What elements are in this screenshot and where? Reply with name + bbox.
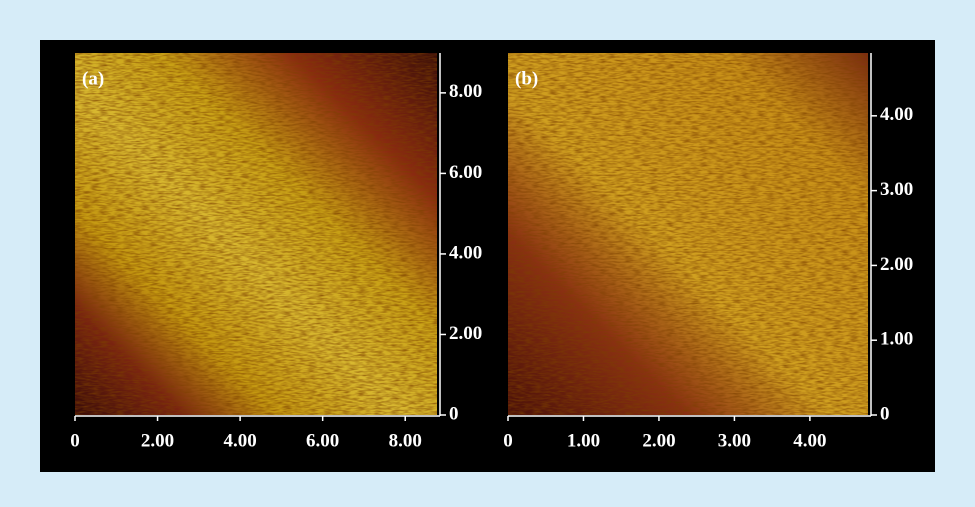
y-tick-label: 3.00 [880,179,913,200]
y-tick-label: 2.00 [449,323,482,344]
y-tick-label: 8.00 [449,81,482,102]
scan-b [508,53,868,415]
x-tick-label: 6.00 [306,430,339,451]
y-tick-label: 2.00 [880,254,913,275]
x-tick-label: 3.00 [718,430,751,451]
scan-a [75,53,437,415]
x-tick-label: 8.00 [389,430,422,451]
y-tick-label: 4.00 [449,242,482,263]
x-tick-label: 2.00 [642,430,675,451]
x-tick-label: 0 [503,430,513,451]
y-tick-label: 0 [449,403,459,424]
x-tick-label: 4.00 [223,430,256,451]
x-tick-label: 2.00 [141,430,174,451]
scan-texture [75,53,437,415]
y-tick-label: 1.00 [880,329,913,350]
y-tick-label: 0 [880,403,890,424]
panel-label: (a) [82,68,104,89]
y-tick-label: 4.00 [880,104,913,125]
scan-texture [508,53,868,415]
x-tick-label: 1.00 [567,430,600,451]
y-tick-label: 6.00 [449,162,482,183]
x-tick-label: 0 [70,430,80,451]
x-tick-label: 4.00 [793,430,826,451]
panel-label: (b) [515,68,538,89]
